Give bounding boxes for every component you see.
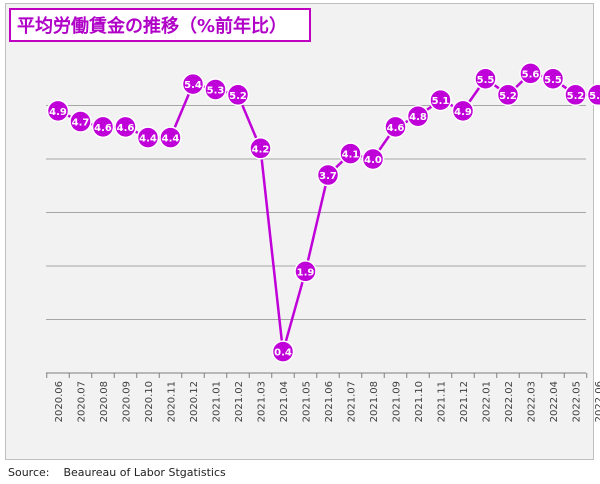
data-label: 5.6 xyxy=(522,69,540,80)
x-tick-label: 2021.08 xyxy=(369,381,380,422)
data-point xyxy=(294,260,317,283)
data-label: 5.1 xyxy=(432,96,450,107)
data-point xyxy=(339,142,362,165)
data-label: 4.4 xyxy=(139,134,157,145)
data-label: 0.4 xyxy=(274,348,292,359)
data-label: 1.9 xyxy=(297,267,315,278)
data-label: 5.2 xyxy=(499,91,517,102)
x-tick-label: 2021.05 xyxy=(302,381,313,422)
x-tick-label: 2020.11 xyxy=(167,381,178,422)
data-label: 4.9 xyxy=(454,107,472,118)
data-label: 4.2 xyxy=(252,144,270,155)
x-tick-label: 2020.10 xyxy=(144,381,155,422)
data-point xyxy=(249,137,272,160)
data-point xyxy=(316,163,340,187)
data-point xyxy=(564,83,587,107)
x-tick-label: 2022.03 xyxy=(527,381,538,422)
data-point xyxy=(361,147,385,171)
x-tick-label: 2020.06 xyxy=(54,381,65,422)
data-label: 5.5 xyxy=(477,75,495,86)
x-tick-label: 2022.04 xyxy=(549,381,560,422)
x-tick-label: 2020.09 xyxy=(122,381,133,422)
data-label: 4.7 xyxy=(72,118,90,129)
x-tick-label: 2021.07 xyxy=(347,381,358,422)
data-point xyxy=(384,115,407,139)
data-label: 4.1 xyxy=(342,150,360,161)
x-tick-label: 2022.01 xyxy=(482,381,493,422)
data-label: 5.4 xyxy=(184,80,202,91)
x-tick-label: 2021.03 xyxy=(257,381,268,422)
data-point xyxy=(46,99,70,123)
data-label: 5.2 xyxy=(589,91,600,102)
x-tick-label: 2021.09 xyxy=(392,381,403,422)
data-label: 4.6 xyxy=(117,123,135,134)
x-tick-label: 2021.04 xyxy=(279,381,290,422)
data-label: 5.2 xyxy=(229,91,247,102)
data-point xyxy=(226,83,250,107)
data-label: 3.7 xyxy=(319,171,337,182)
source-note: Source: Beaureau of Labor Stgatistics xyxy=(8,466,226,479)
data-point xyxy=(541,67,565,90)
chart-title: 平均労働賃金の推移（%前年比） xyxy=(17,16,288,37)
chart-title-box: 平均労働賃金の推移（%前年比） xyxy=(9,8,311,42)
x-tick-label: 2020.12 xyxy=(189,381,200,422)
data-label: 5.3 xyxy=(207,85,225,96)
data-point xyxy=(429,88,452,112)
x-tick-label: 2021.12 xyxy=(459,381,470,422)
data-point xyxy=(586,83,600,107)
data-label: 4.8 xyxy=(409,112,427,123)
x-tick-label: 2020.07 xyxy=(77,381,88,422)
x-tick-label: 2021.01 xyxy=(212,381,223,422)
data-point xyxy=(474,67,497,90)
x-tick-label: 2021.10 xyxy=(414,381,425,422)
x-tick-label: 2021.06 xyxy=(324,381,335,422)
x-tick-label: 2020.08 xyxy=(99,381,110,422)
data-label: 5.5 xyxy=(544,75,562,86)
data-point xyxy=(204,78,227,101)
data-point xyxy=(519,62,542,85)
data-label: 4.4 xyxy=(162,134,180,145)
data-label: 4.0 xyxy=(364,155,382,166)
data-point xyxy=(181,72,205,96)
x-tick-label: 2022.06 xyxy=(594,381,600,422)
data-point xyxy=(406,104,430,128)
x-tick-label: 2021.11 xyxy=(437,381,448,422)
x-tick-label: 2021.02 xyxy=(234,381,245,422)
data-point xyxy=(159,126,182,149)
data-point xyxy=(91,115,115,139)
data-point xyxy=(496,83,520,107)
data-point xyxy=(114,115,137,139)
data-point xyxy=(451,99,475,123)
data-point xyxy=(136,126,160,149)
x-tick-label: 2022.05 xyxy=(572,381,583,422)
x-tick-label: 2022.02 xyxy=(504,381,515,422)
data-label: 4.6 xyxy=(94,123,112,134)
data-label: 4.6 xyxy=(387,123,405,134)
data-point xyxy=(271,340,295,363)
data-label: 5.2 xyxy=(567,91,585,102)
data-label: 4.9 xyxy=(49,107,67,118)
data-point xyxy=(69,110,92,133)
